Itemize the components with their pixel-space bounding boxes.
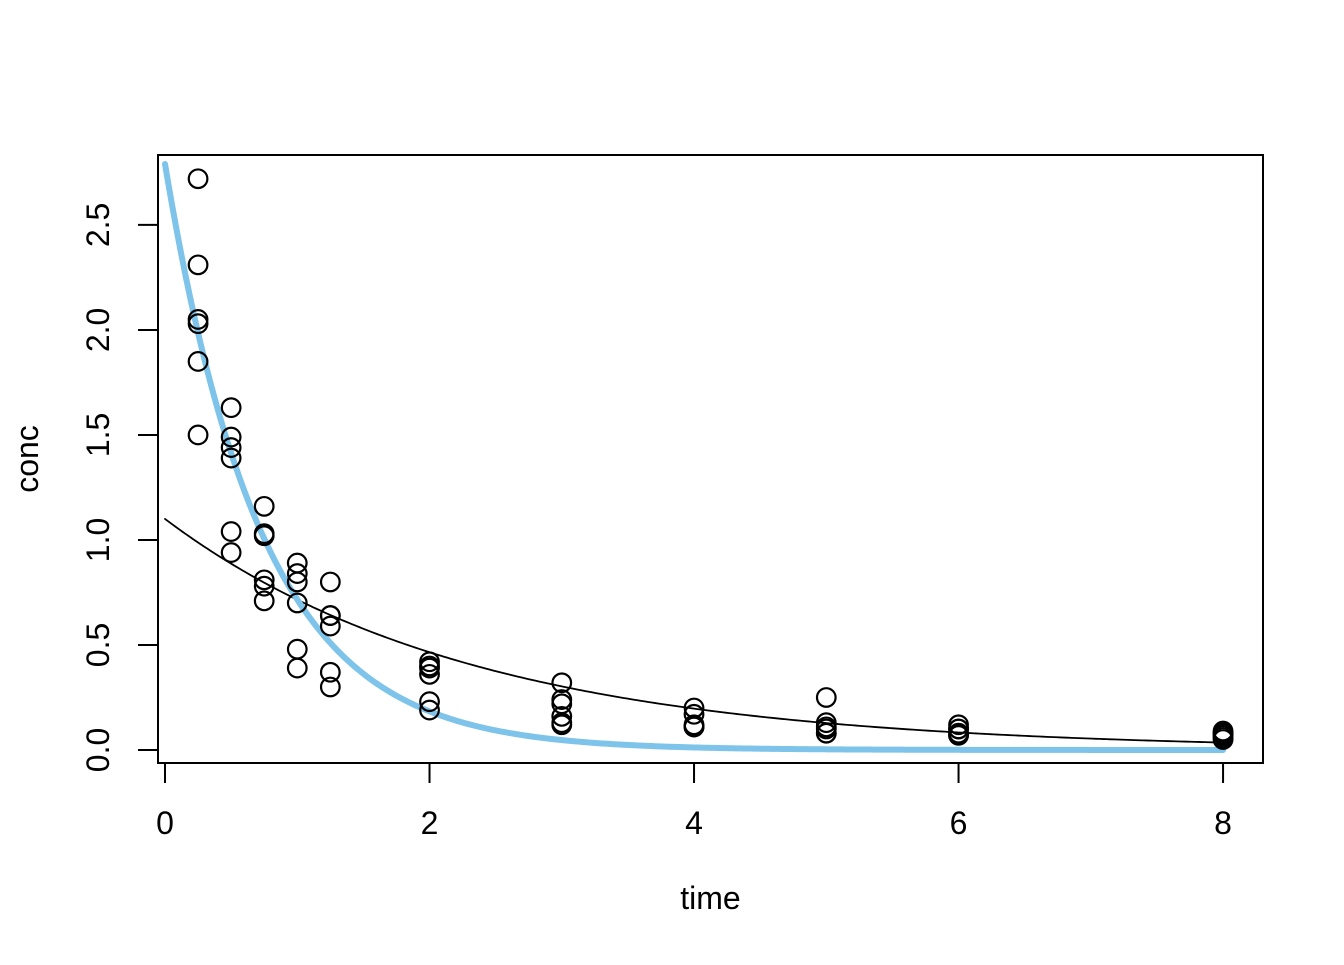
y-tick-label: 0.0 (80, 728, 116, 772)
data-point (1212, 726, 1234, 748)
fit-curve-black (164, 518, 1224, 744)
data-point (419, 699, 440, 721)
data-point (319, 676, 341, 698)
data-point (815, 722, 837, 744)
data-point (319, 661, 341, 683)
y-tick-label: 2.5 (80, 203, 116, 247)
data-point (286, 552, 308, 574)
x-tick-label: 2 (421, 805, 439, 841)
data-point (551, 712, 573, 734)
y-tick-label: 1.5 (80, 413, 116, 457)
x-axis-title: time (680, 880, 740, 916)
data-point (187, 351, 209, 372)
data-point (253, 590, 275, 612)
x-tick-label: 0 (156, 805, 174, 841)
x-tick-label: 8 (1214, 805, 1232, 841)
data-point (220, 426, 242, 448)
data-point (551, 705, 573, 727)
data-point (1212, 720, 1234, 742)
y-tick-label: 1.0 (80, 518, 116, 562)
data-point (220, 542, 242, 563)
data-point (683, 716, 705, 738)
data-point (948, 718, 969, 740)
data-point (286, 638, 308, 660)
data-point (419, 651, 440, 673)
fit-curve-blue (162, 161, 1227, 753)
data-point (419, 663, 440, 685)
y-tick-label: 0.5 (80, 623, 116, 667)
data-point (253, 523, 275, 545)
data-point (551, 672, 573, 694)
data-point (419, 691, 440, 713)
data-point (319, 605, 341, 626)
data-point (220, 397, 242, 419)
data-point (187, 254, 209, 276)
data-point (551, 689, 573, 710)
data-point (220, 437, 242, 458)
data-point (815, 712, 837, 734)
data-point (253, 575, 275, 597)
data-point (187, 424, 209, 446)
y-axis-title: conc (9, 425, 45, 493)
data-point (187, 168, 209, 190)
y-tick-label: 2.0 (80, 308, 116, 352)
x-tick-label: 6 (950, 805, 968, 841)
data-point (319, 615, 341, 637)
data-point (683, 703, 705, 725)
x-tick-label: 4 (685, 805, 703, 841)
data-point (220, 447, 242, 469)
data-point (187, 309, 209, 330)
data-point (220, 521, 242, 542)
data-point (815, 687, 837, 708)
data-point (253, 495, 275, 517)
data-point (286, 563, 308, 584)
plot-border (157, 154, 1264, 764)
data-point (286, 657, 308, 679)
data-point (286, 592, 308, 614)
data-point (253, 569, 275, 591)
data-point (319, 571, 341, 593)
data-point (948, 724, 969, 746)
